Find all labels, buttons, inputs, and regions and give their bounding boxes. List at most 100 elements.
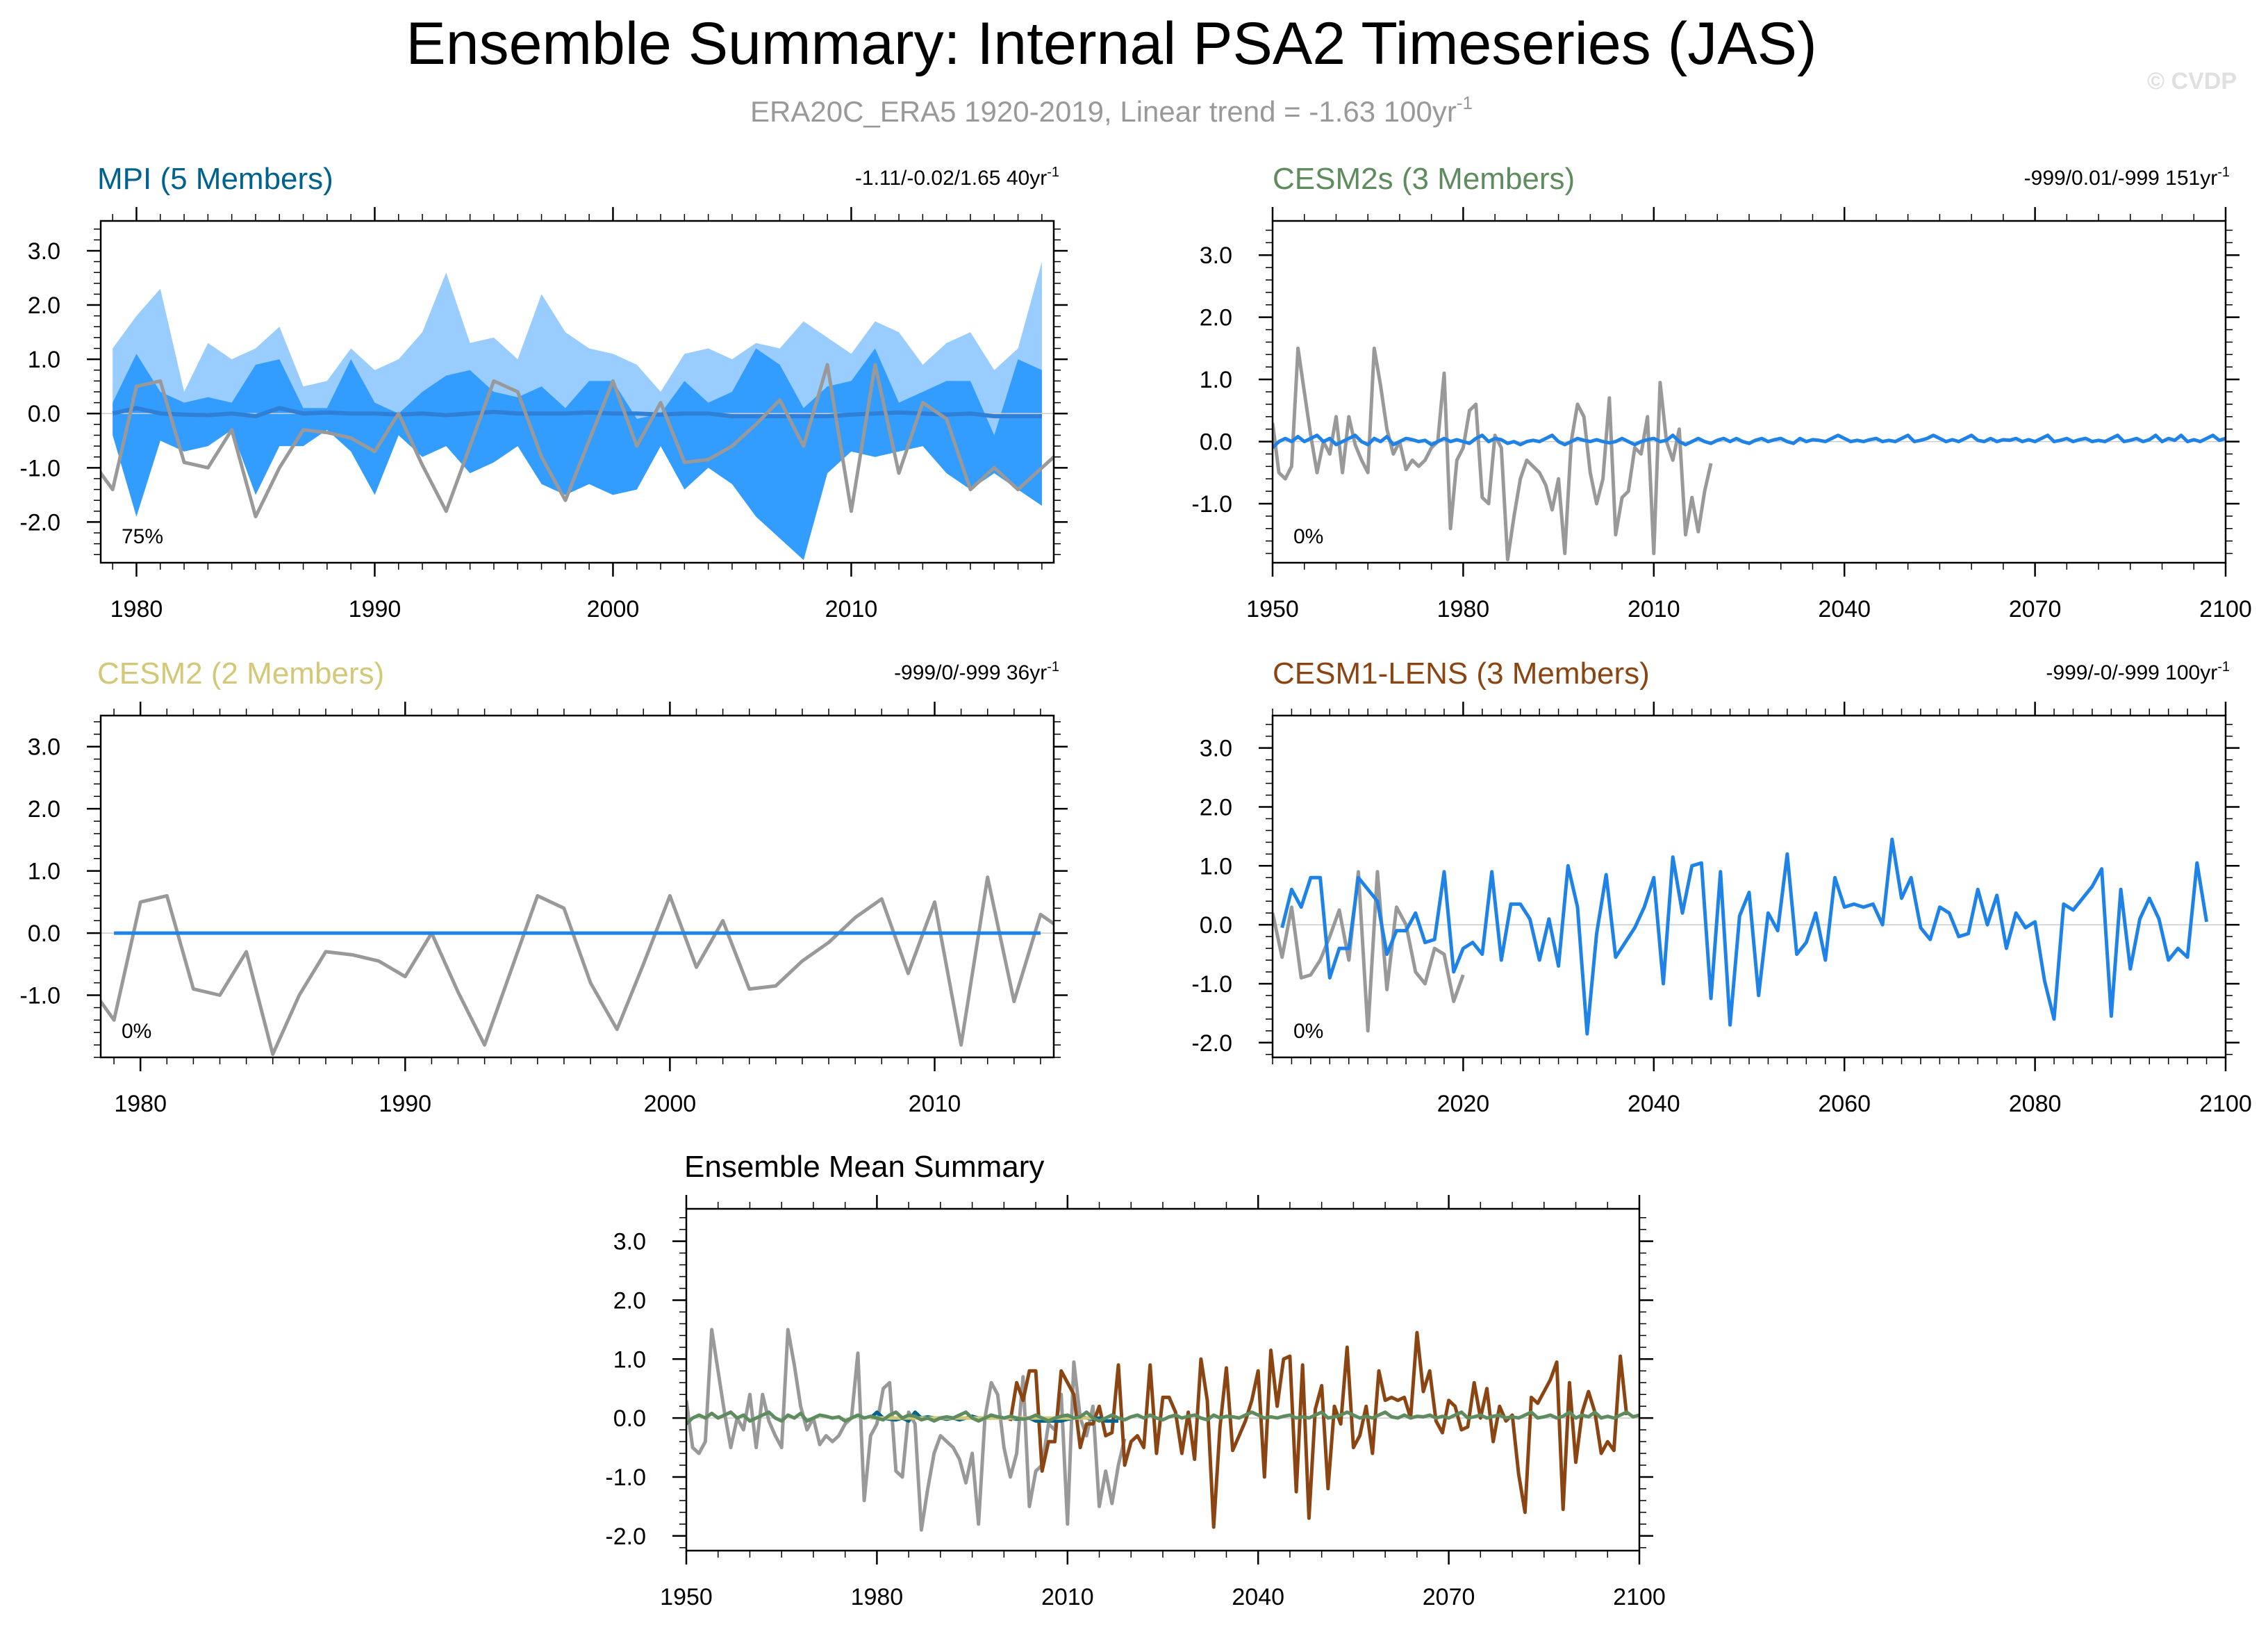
panel-stats-value-cesm2s: -999/0.01/-999 151yr xyxy=(2024,167,2218,190)
x-tick-label: 1990 xyxy=(349,596,402,622)
x-tick-label: 1950 xyxy=(1246,596,1299,622)
panel-stats-value-cesm1: -999/-0/-999 100yr xyxy=(2046,661,2217,684)
x-tick-label: 2010 xyxy=(825,596,878,622)
x-tick-label: 2100 xyxy=(2199,1091,2252,1117)
percent-label-mpi: 75% xyxy=(122,525,163,548)
figure-subtitle-sup: -1 xyxy=(1457,92,1473,113)
x-tick-label: 2010 xyxy=(1041,1584,1094,1610)
panel-title-mpi: MPI (5 Members) xyxy=(97,162,333,196)
panel-title-cesm2s: CESM2s (3 Members) xyxy=(1273,162,1575,196)
y-tick-label: 3.0 xyxy=(28,734,60,761)
y-tick-label: 1.0 xyxy=(1200,367,1232,393)
y-tick-label: -2.0 xyxy=(605,1524,646,1550)
y-tick-label: 0.0 xyxy=(1200,912,1232,939)
x-tick-label: 1980 xyxy=(110,596,163,622)
y-tick-label: 2.0 xyxy=(28,292,60,319)
x-tick-label: 2040 xyxy=(1232,1584,1284,1610)
panel-stats-sup-mpi: -1 xyxy=(1047,165,1059,180)
y-tick-label: -1.0 xyxy=(19,983,60,1009)
x-tick-label: 2070 xyxy=(2009,596,2062,622)
y-tick-label: 2.0 xyxy=(1200,794,1232,820)
percent-label-cesm1: 0% xyxy=(1293,1020,1323,1043)
panel-cesm2: CESM2 (2 Members) -999/0/-999 36yr-1 -1.0 0… xyxy=(19,657,1068,1117)
series-obs xyxy=(1273,346,1713,561)
y-tick-label: 0.0 xyxy=(28,401,60,427)
axes-summary: -2.0 -1.0 0.0 1.0 2.0 3.0 1950 1980 2010 2040 2070… xyxy=(605,1195,1666,1610)
axes-cesm1: -2.0 -1.0 0.0 1.0 2.0 3.0 2020 2040 2060 2080 2100 xyxy=(1191,702,2252,1117)
y-tick-label: 2.0 xyxy=(28,796,60,823)
series-obs xyxy=(101,363,1054,519)
panel-summary: Ensemble Mean Summary -2.0 -1.0 0.0 1.0 2.0 3.… xyxy=(605,1150,1665,1610)
y-tick-label: 1.0 xyxy=(613,1346,646,1373)
y-tick-label: 0.0 xyxy=(613,1405,646,1432)
x-tick-label: 2080 xyxy=(2009,1091,2062,1117)
panel-stats-sup-cesm2s: -1 xyxy=(2217,165,2230,180)
figure-subtitle-main: ERA20C_ERA5 1920-2019, Linear trend = -1… xyxy=(750,95,1457,128)
plot-area-cesm1 xyxy=(1273,837,2226,1036)
figure-subtitle: ERA20C_ERA5 1920-2019, Linear trend = -1… xyxy=(750,92,1473,128)
percent-label-cesm2s: 0% xyxy=(1293,525,1323,548)
plot-frame-cesm1 xyxy=(1271,714,2227,1059)
panel-stats-sup-cesm2: -1 xyxy=(1047,659,1059,675)
y-tick-label: -2.0 xyxy=(1191,1030,1232,1057)
panel-stats-value-mpi: -1.11/-0.02/1.65 40yr xyxy=(855,167,1047,190)
x-tick-label: 2100 xyxy=(2199,596,2252,622)
x-tick-label: 2040 xyxy=(1628,1091,1680,1117)
x-tick-label: 2010 xyxy=(909,1091,961,1117)
x-tick-label: 2000 xyxy=(644,1091,697,1117)
x-tick-label: 2020 xyxy=(1437,1091,1490,1117)
x-tick-label: 2040 xyxy=(1818,596,1871,622)
figure-title: Ensemble Summary: Internal PSA2 Timeseri… xyxy=(406,10,1816,77)
plot-frame-summary xyxy=(685,1207,1641,1552)
panel-stats-cesm2: -999/0/-999 36yr-1 xyxy=(894,659,1059,684)
y-tick-label: 3.0 xyxy=(28,238,60,265)
y-tick-label: 2.0 xyxy=(613,1287,646,1314)
x-tick-label: 1980 xyxy=(1437,596,1490,622)
y-tick-label: 3.0 xyxy=(613,1229,646,1255)
x-tick-label: 1980 xyxy=(114,1091,167,1117)
panel-cesm1: CESM1-LENS (3 Members) -999/-0/-999 100yr… xyxy=(1191,657,2251,1117)
mpi-inner-spread xyxy=(113,348,1042,561)
y-tick-label: 2.0 xyxy=(1200,305,1232,331)
axes-cesm2: -1.0 0.0 1.0 2.0 3.0 1980 1990 2000 2010 xyxy=(19,702,1068,1117)
plot-frame-cesm2 xyxy=(99,714,1055,1059)
panel-mpi: MPI (5 Members) -1.11/-0.02/1.65 40yr-1 -2… xyxy=(19,162,1068,622)
y-tick-label: -1.0 xyxy=(1191,971,1232,998)
watermark: © CVDP xyxy=(2147,68,2237,94)
y-tick-label: 0.0 xyxy=(1200,429,1232,456)
x-tick-label: 2100 xyxy=(1613,1584,1666,1610)
y-tick-label: 1.0 xyxy=(28,859,60,885)
x-tick-label: 1950 xyxy=(660,1584,713,1610)
x-tick-label: 2000 xyxy=(587,596,640,622)
series-cesm2s xyxy=(686,1410,1639,1426)
series-cesm1 xyxy=(1009,1330,1629,1529)
panel-cesm2s: CESM2s (3 Members) -999/0.01/-999 151yr-1… xyxy=(1191,162,2251,622)
plot-frame-cesm2s xyxy=(1271,220,2227,564)
plot-area-mpi xyxy=(101,261,1054,561)
percent-label-cesm2: 0% xyxy=(122,1020,151,1043)
x-tick-label: 2010 xyxy=(1628,596,1680,622)
y-tick-label: 0.0 xyxy=(28,921,60,947)
series-ensemble-mean xyxy=(1280,837,2209,1036)
x-tick-label: 1990 xyxy=(379,1091,431,1117)
y-tick-label: 1.0 xyxy=(28,347,60,373)
series-ensemble-mean xyxy=(1273,434,2226,449)
x-tick-label: 2060 xyxy=(1818,1091,1871,1117)
panel-stats-mpi: -1.11/-0.02/1.65 40yr-1 xyxy=(855,165,1059,190)
x-tick-label: 1980 xyxy=(851,1584,904,1610)
axes-cesm2s: -1.0 0.0 1.0 2.0 3.0 1950 1980 2010 2040 2070 2100 xyxy=(1191,207,2252,622)
y-tick-label: -1.0 xyxy=(19,455,60,481)
series-obs xyxy=(101,875,1054,1056)
panel-title-cesm1: CESM1-LENS (3 Members) xyxy=(1273,657,1650,691)
series-obs xyxy=(686,1328,1127,1532)
y-tick-label: -2.0 xyxy=(19,509,60,536)
y-tick-label: -1.0 xyxy=(605,1464,646,1491)
series-obs xyxy=(1273,870,1465,1033)
panel-stats-sup-cesm1: -1 xyxy=(2217,659,2230,675)
y-tick-label: 3.0 xyxy=(1200,242,1232,269)
panel-title-cesm2: CESM2 (2 Members) xyxy=(97,657,384,691)
plot-area-cesm2s xyxy=(1273,346,2226,561)
plot-area-summary xyxy=(686,1328,1639,1532)
y-tick-label: 1.0 xyxy=(1200,853,1232,880)
